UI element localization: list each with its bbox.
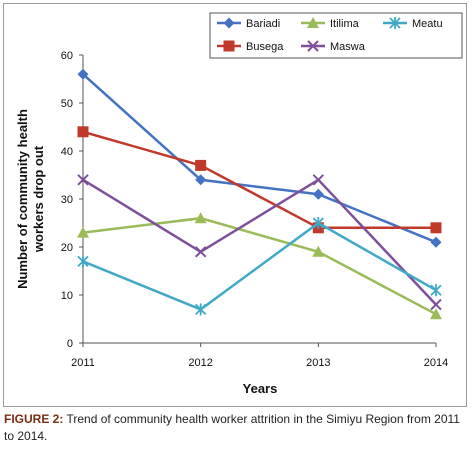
legend-item-maswa: Maswa [301, 40, 366, 53]
series-line-itilima [82, 216, 437, 316]
data-point-itilima [77, 226, 89, 238]
data-point-busega [77, 126, 89, 138]
data-point-maswa [430, 298, 442, 311]
data-point-bariadi [195, 174, 207, 186]
legend-label-maswa: Maswa [330, 41, 366, 53]
legend-item-meatu: Meatu [383, 17, 443, 30]
y-axis-title: Number of community healthworkers drop o… [15, 109, 46, 289]
caption-label: FIGURE 2: [4, 412, 64, 426]
data-point-itilima [430, 308, 442, 320]
data-point-maswa [77, 174, 89, 186]
x-tick-label: 2012 [188, 357, 212, 369]
y-tick-label: 60 [61, 50, 73, 62]
legend-item-bariadi: Bariadi [217, 17, 280, 30]
data-point-bariadi [430, 236, 442, 248]
x-tick-label: 2011 [71, 357, 95, 369]
data-point-busega [430, 222, 442, 234]
legend-marker-busega [223, 40, 235, 52]
legend-item-itilima: Itilima [301, 17, 360, 30]
y-tick-label: 0 [67, 338, 73, 350]
legend: Bariadi Itilima Meatu Busega Maswa [209, 12, 463, 59]
y-tick-label: 10 [61, 290, 73, 302]
data-point-busega [195, 159, 207, 171]
data-point-itilima [194, 212, 207, 224]
legend-label-busega: Busega [246, 41, 284, 53]
y-tick-label: 40 [61, 146, 73, 158]
caption-text: Trend of community health worker attriti… [4, 412, 460, 443]
axes [79, 54, 437, 347]
y-axis-title-line1: Number of community health [15, 109, 30, 289]
data-point-itilima [312, 245, 325, 257]
data-point-bariadi [312, 188, 324, 200]
data-point-meatu [312, 217, 324, 229]
x-tick-label: 2013 [306, 357, 330, 369]
legend-label-itilima: Itilima [330, 18, 360, 30]
legend-marker-maswa [307, 40, 319, 52]
series-meatu [77, 217, 442, 316]
series-line-bariadi [82, 73, 437, 244]
data-point-meatu [430, 284, 442, 297]
data-point-maswa [312, 174, 325, 186]
legend-marker-meatu [389, 17, 401, 29]
legend-item-busega: Busega [217, 40, 284, 53]
data-point-bariadi [77, 68, 89, 80]
y-tick-label: 20 [61, 242, 73, 254]
series-lines [77, 68, 442, 320]
y-tick-label: 30 [61, 194, 73, 206]
legend-marker-bariadi [223, 17, 235, 29]
data-point-meatu [77, 255, 89, 268]
line-chart: 0 10 20 30 40 50 60 2011 2012 2013 2014 Bariadi Iti… [15, 12, 463, 396]
series-maswa [77, 174, 442, 311]
series-bariadi [77, 68, 442, 248]
series-itilima [77, 212, 442, 320]
legend-marker-itilima [307, 17, 319, 28]
y-tick-label: 50 [61, 98, 73, 110]
chart-frame [3, 3, 467, 407]
x-axis-title: Years [243, 381, 278, 396]
figure-caption: FIGURE 2: Trend of community health work… [4, 411, 470, 445]
x-tick-label: 2014 [424, 357, 448, 369]
series-line-maswa [82, 178, 437, 306]
legend-box [209, 12, 463, 59]
tick-labels: 0 10 20 30 40 50 60 2011 2012 2013 2014 [61, 50, 448, 369]
series-line-busega [82, 130, 436, 230]
data-point-maswa [194, 246, 207, 258]
data-point-meatu [195, 303, 207, 316]
series-line-meatu [82, 221, 437, 311]
legend-label-meatu: Meatu [412, 18, 443, 30]
y-axis-title-line2: workers drop out [31, 145, 46, 253]
legend-label-bariadi: Bariadi [246, 18, 280, 30]
